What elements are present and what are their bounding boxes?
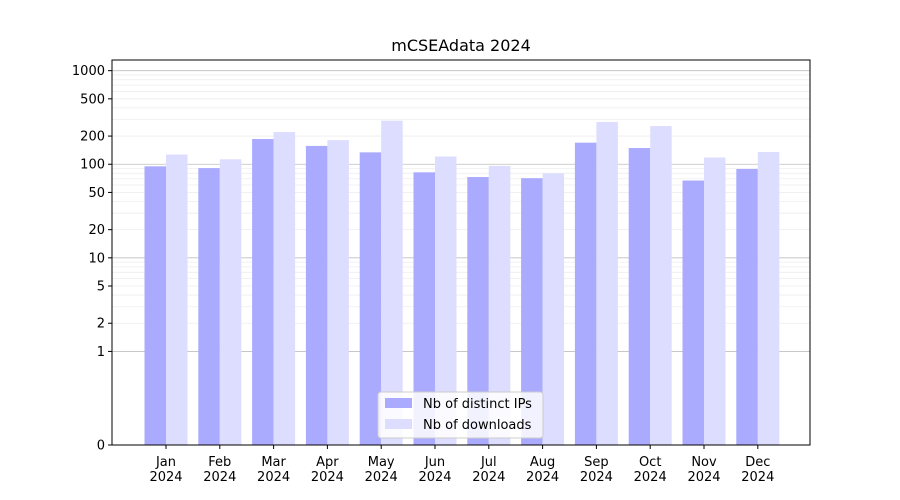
bar (381, 120, 403, 445)
xticks-layer: Jan 2024 Feb 2024 Mar 2024 Apr 2024 May 2024 Jun 20… (149, 445, 774, 485)
y-tick-label: 0 (97, 439, 105, 454)
x-tick-label: Sep 2024 (580, 455, 613, 485)
bar (757, 152, 780, 445)
bar (467, 177, 489, 446)
plot-frame (111, 59, 811, 446)
y-tick-label: 10 (88, 251, 105, 266)
y-tick-label: 5 (97, 280, 105, 295)
bar (435, 156, 457, 446)
bar (198, 168, 220, 445)
bar (488, 165, 511, 445)
bar (144, 166, 166, 445)
x-tick-label: Jun 2024 (418, 455, 451, 485)
legend: Nb of distinct IPs Nb of downloads (377, 391, 544, 439)
chart-title: mCSEAdata 2024 (391, 36, 531, 55)
x-tick-label: Jan 2024 (149, 455, 182, 485)
bar (542, 173, 565, 445)
bar (305, 145, 328, 445)
bar (628, 148, 651, 445)
y-tick-label: 2 (97, 317, 105, 332)
x-tick-label: Feb 2024 (203, 455, 236, 485)
legend-swatch-distinct-ips (385, 398, 412, 408)
bar (596, 121, 618, 445)
y-tick-label: 500 (80, 92, 105, 107)
legend-box (377, 391, 544, 439)
bar (252, 139, 274, 445)
yticks-layer: 0 1 2 5 10 20 50 100 200 500 1000 (72, 64, 112, 454)
x-tick-label: Jul 2024 (472, 455, 505, 485)
bar (273, 132, 296, 445)
bar (327, 140, 349, 446)
bar (521, 178, 543, 445)
x-tick-label: Apr 2024 (311, 455, 344, 485)
bar (413, 172, 435, 446)
y-tick-label: 100 (80, 158, 105, 173)
y-tick-label: 1000 (72, 64, 105, 79)
x-tick-label: Nov 2024 (687, 455, 720, 485)
legend-label-distinct-ips: Nb of distinct IPs (423, 397, 532, 412)
bar (704, 157, 726, 445)
legend-label-downloads: Nb of downloads (423, 418, 532, 433)
bars-layer (144, 120, 780, 446)
bar (736, 168, 758, 445)
bar (166, 154, 188, 445)
x-tick-label: Dec 2024 (741, 455, 774, 485)
legend-swatch-downloads (385, 419, 412, 429)
bar (219, 159, 242, 446)
y-tick-label: 1 (97, 345, 105, 360)
y-tick-label: 50 (88, 186, 105, 201)
x-tick-label: Mar 2024 (257, 455, 290, 485)
bar (359, 152, 382, 445)
bar (650, 126, 672, 446)
y-tick-label: 200 (80, 130, 105, 145)
y-tick-label: 20 (88, 223, 105, 238)
bar (682, 180, 704, 446)
x-tick-label: May 2024 (365, 455, 398, 485)
bar (574, 142, 597, 445)
x-tick-label: Oct 2024 (634, 455, 667, 485)
x-tick-label: Aug 2024 (526, 455, 559, 485)
